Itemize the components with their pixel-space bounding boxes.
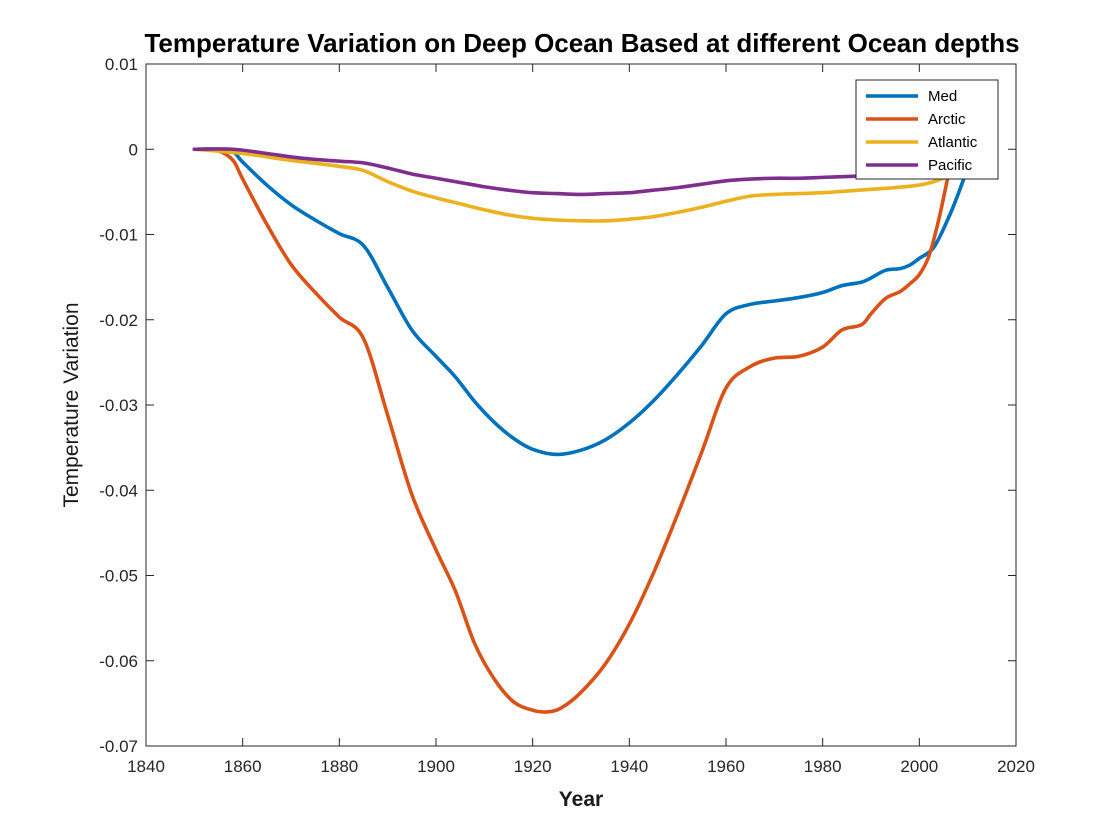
y-tick-label: -0.04 [99,481,138,500]
legend-label-atlantic: Atlantic [928,134,978,151]
series-layer [192,147,970,714]
series-line-arctic [192,147,951,714]
legend-label-arctic: Arctic [928,111,966,128]
y-tick-label: -0.02 [99,311,138,330]
x-tick-label: 1880 [320,757,358,776]
x-tick-label: 1900 [417,757,455,776]
x-axis-label: Year [559,788,603,811]
series-line-atlantic [192,147,955,223]
y-tick-label: 0.01 [105,55,138,74]
legend-label-med: Med [928,88,957,105]
y-tick-label: -0.03 [99,396,138,415]
x-tick-label: 1840 [127,757,165,776]
y-tick-label: 0 [129,140,138,159]
chart-title: Temperature Variation on Deep Ocean Base… [144,28,1019,58]
x-tick-label: 1860 [224,757,262,776]
y-axis-label: Temperature Variation [60,302,83,507]
x-tick-label: 1940 [610,757,648,776]
legend-label-pacific: Pacific [928,157,973,174]
y-tick-label: -0.06 [99,652,138,671]
y-tick-label: -0.01 [99,226,138,245]
y-tick-label: -0.07 [99,737,138,756]
y-tick-label: -0.05 [99,567,138,586]
x-tick-label: 2020 [997,757,1035,776]
series-line-pacific [192,147,922,197]
legend: Med Arctic Atlantic Pacific [855,79,999,180]
x-tick-label: 1980 [804,757,842,776]
x-tick-label: 1960 [707,757,745,776]
x-tick-label: 1920 [514,757,552,776]
legend-entries: Med Arctic Atlantic Pacific [866,88,978,174]
axes-layer: 1840 1860 1880 1900 1920 1940 1960 1980 2000 2020… [99,55,1035,776]
x-tick-label: 2000 [900,757,938,776]
series-line-med [192,147,970,457]
